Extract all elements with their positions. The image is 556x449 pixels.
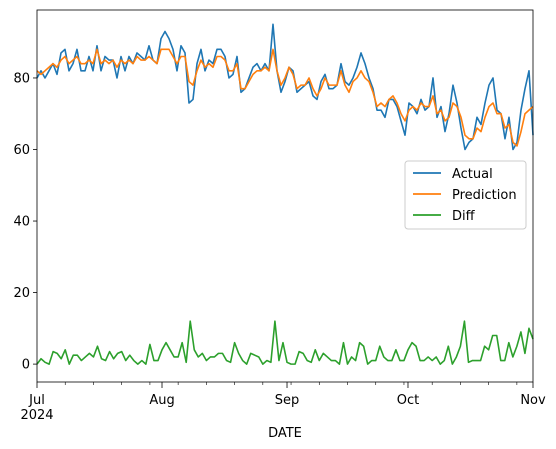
series-line-prediction — [36, 48, 534, 147]
y-tick-label: 80 — [13, 71, 30, 86]
x-tick-label: Nov — [520, 393, 546, 408]
series-line-diff — [36, 320, 534, 365]
x-tick-label: Oct — [397, 393, 419, 408]
legend-label-actual: Actual — [452, 167, 493, 182]
x-tick-label: Jul — [28, 393, 45, 408]
legend-label-prediction: Prediction — [452, 188, 517, 203]
legend-label-diff: Diff — [452, 209, 476, 224]
x-tick-label: Aug — [149, 393, 174, 408]
y-tick-label: 20 — [13, 286, 30, 301]
x-tick-label: Sep — [275, 393, 300, 408]
legend: Actual Prediction Diff — [404, 160, 527, 230]
legend-box — [404, 160, 527, 230]
y-tick-label: 40 — [13, 215, 30, 230]
x-tick-sublabel: 2024 — [20, 408, 53, 423]
series-layer — [36, 23, 534, 365]
y-tick-label: 0 — [22, 358, 30, 373]
x-axis-title: DATE — [268, 426, 302, 441]
y-tick-label: 60 — [13, 143, 30, 158]
plot-frame — [36, 9, 534, 383]
